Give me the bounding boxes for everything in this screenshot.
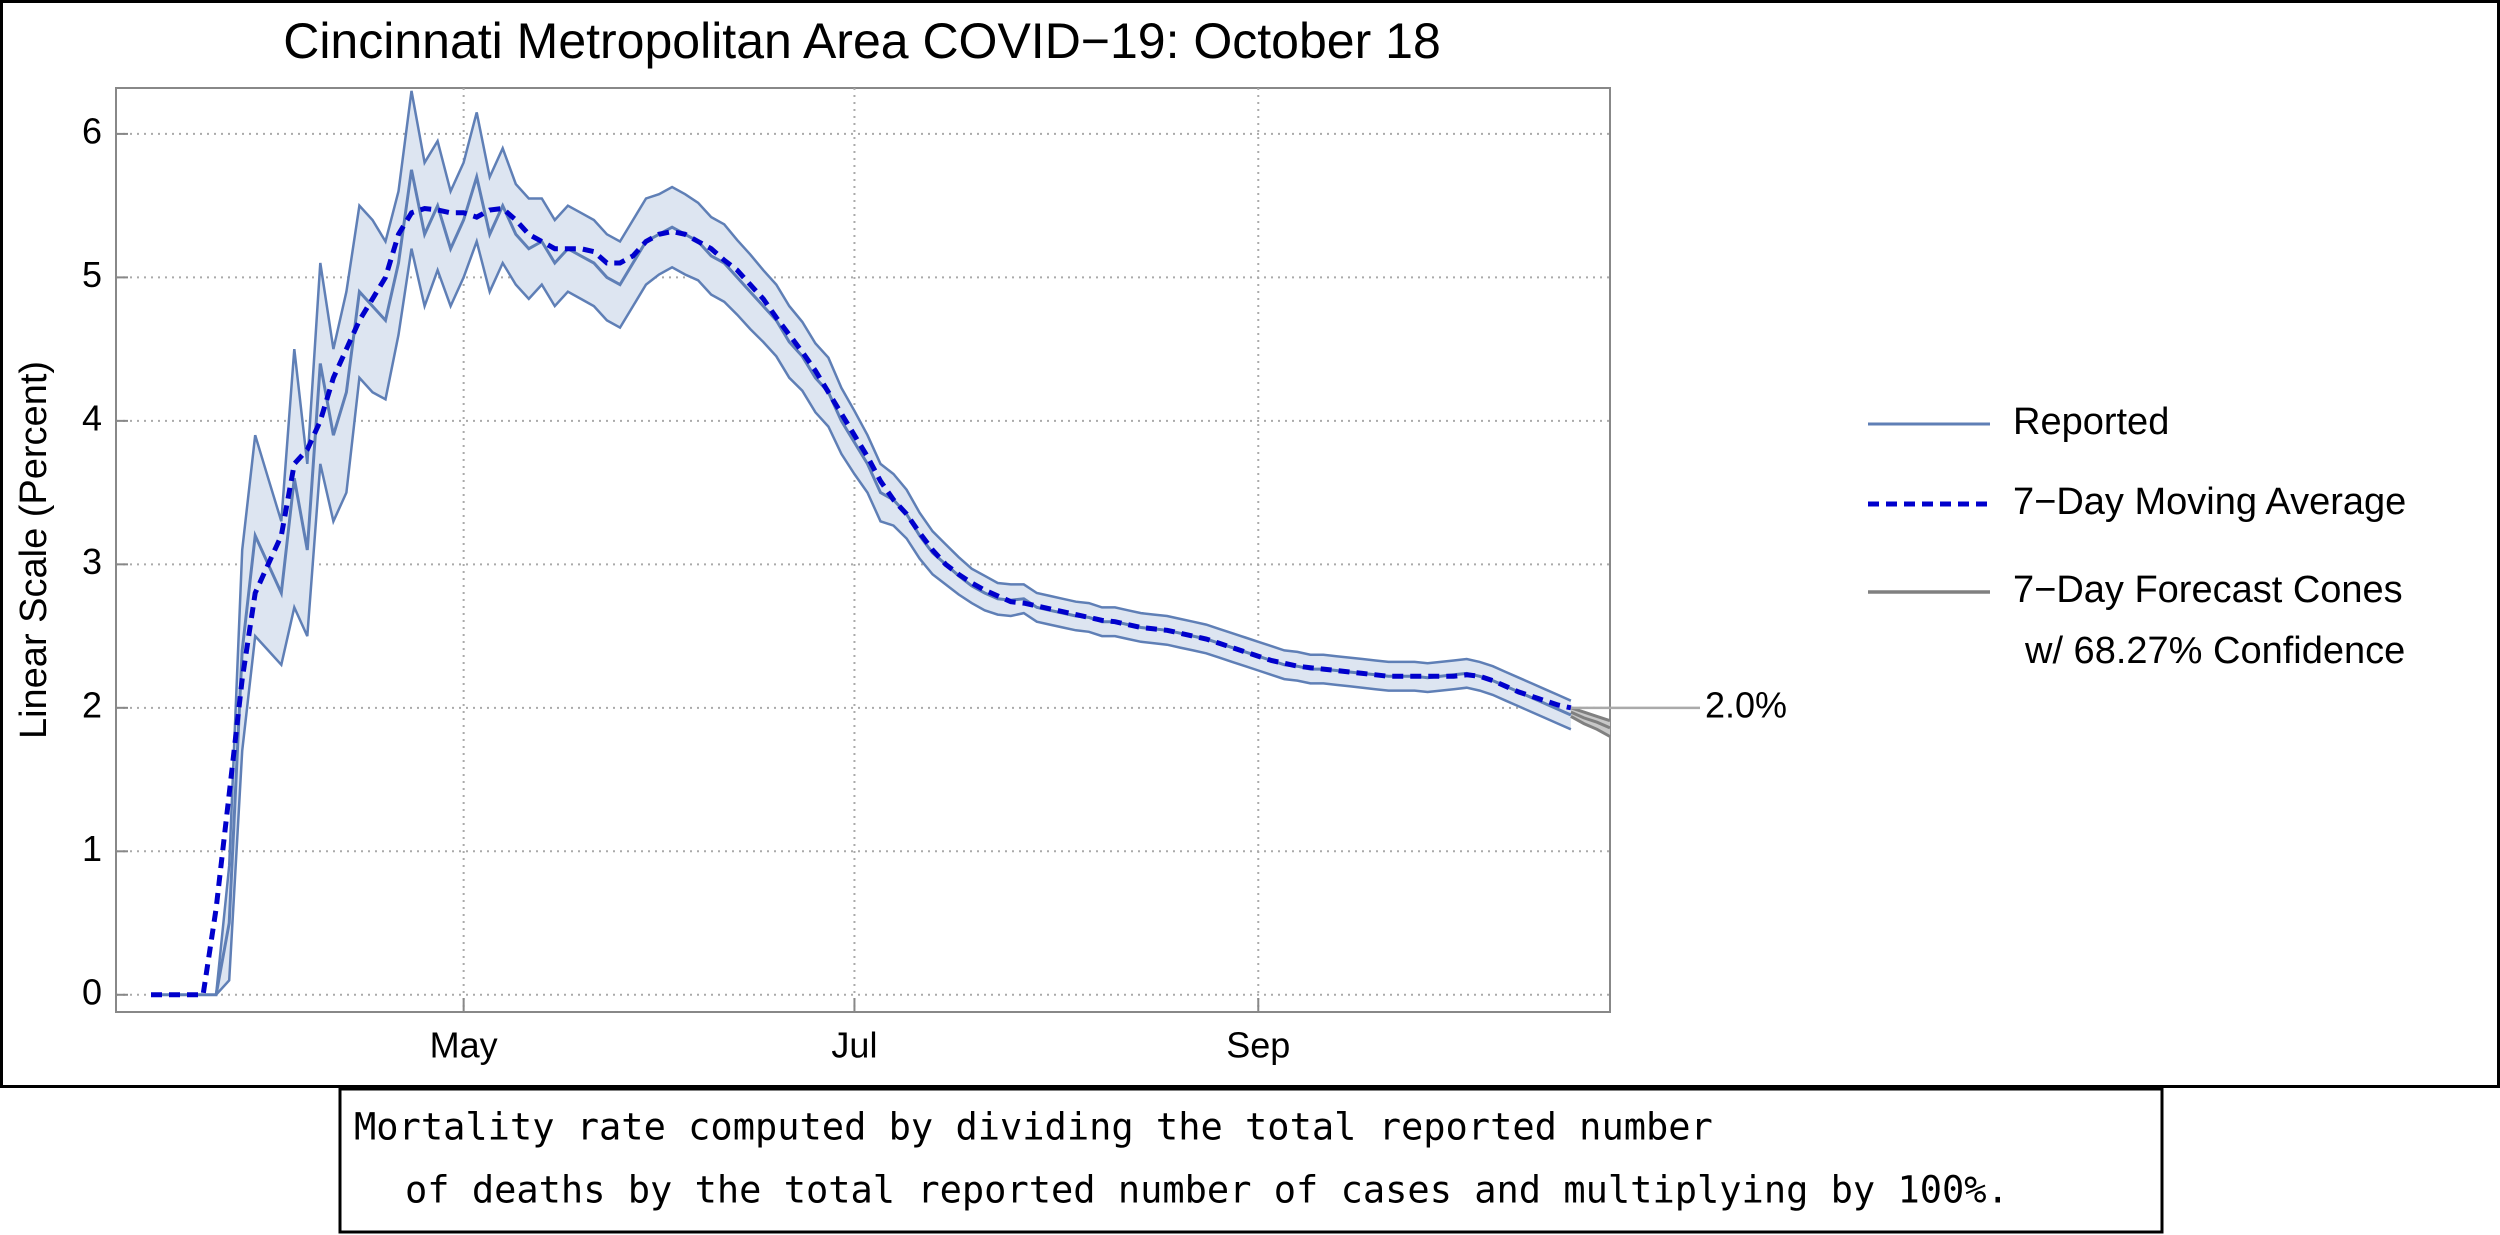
legend-label: 7−Day Forecast Cones <box>2013 569 2403 611</box>
forecast-line <box>1570 710 1611 730</box>
band-upper <box>151 90 1572 997</box>
y-tick-label: 0 <box>82 971 102 1012</box>
series-line <box>151 205 1572 998</box>
band-lower <box>151 237 1572 997</box>
note-line: Mortality rate computed by dividing the … <box>354 1106 1713 1149</box>
legend-label: w/ 68.27% Confidence <box>2024 630 2405 672</box>
y-axis-label: Linear Scale (Percent) <box>13 361 55 739</box>
x-tick-label: May <box>430 1025 498 1066</box>
note-line: of deaths by the total reported number o… <box>405 1169 2009 1212</box>
forecast-line <box>1570 706 1611 723</box>
forecast-line <box>1570 715 1611 738</box>
y-tick-label: 1 <box>82 828 102 869</box>
y-tick-label: 5 <box>82 254 102 295</box>
chart-title: Cincinnati Metropolitan Area COVID−19: O… <box>283 13 1441 69</box>
y-tick-label: 4 <box>82 397 102 438</box>
y-tick-label: 6 <box>82 110 102 151</box>
note-box <box>338 1087 2164 1234</box>
value-label: 2.0% <box>1705 684 1787 725</box>
y-tick-label: 2 <box>82 684 102 725</box>
legend-label: Reported <box>2013 401 2169 443</box>
series-line <box>151 169 1572 997</box>
plot-frame <box>115 87 1611 1013</box>
y-tick-label: 3 <box>82 541 102 582</box>
x-tick-label: Sep <box>1226 1025 1290 1066</box>
chart-frame <box>0 0 2500 1088</box>
x-tick-label: Jul <box>831 1025 877 1066</box>
legend-label: 7−Day Moving Average <box>2013 481 2406 523</box>
